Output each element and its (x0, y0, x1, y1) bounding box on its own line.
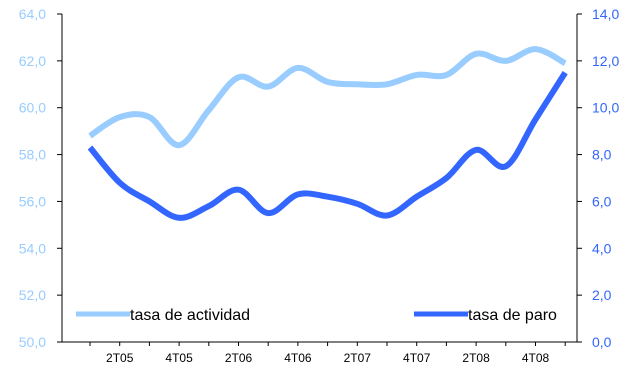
right-tick-label: 6,0 (592, 193, 612, 209)
left-tick-label: 62,0 (19, 53, 46, 69)
x-tick-label: 4T06 (284, 351, 312, 365)
x-tick-label: 4T08 (522, 351, 550, 365)
left-tick-label: 58,0 (19, 147, 46, 163)
legend-label-tasa-de-actividad: tasa de actividad (130, 307, 250, 324)
right-tick-label: 0,0 (592, 334, 612, 350)
x-tick-label: 2T05 (106, 351, 134, 365)
legend-label-tasa-de-paro: tasa de paro (468, 307, 557, 324)
left-tick-label: 64,0 (19, 6, 46, 22)
right-tick-label: 10,0 (592, 100, 619, 116)
right-tick-label: 8,0 (592, 147, 612, 163)
right-tick-label: 2,0 (592, 287, 612, 303)
left-axis-ticks: 50,0 52,0 54,0 56,0 58,0 60,0 62,0 64,0 (19, 6, 62, 350)
left-tick-label: 54,0 (19, 240, 46, 256)
right-axis-ticks: 0,0 2,0 4,0 6,0 8,0 10,0 12,0 14,0 (577, 6, 619, 350)
x-tick-label: 2T08 (462, 351, 490, 365)
series-line-tasa-de-paro (87, 71, 568, 221)
left-tick-label: 52,0 (19, 287, 46, 303)
left-tick-label: 50,0 (19, 334, 46, 350)
right-tick-label: 14,0 (592, 6, 619, 22)
x-tick-label: 4T07 (403, 351, 431, 365)
series-lines (87, 46, 568, 221)
x-tick-label: 2T07 (344, 351, 372, 365)
x-axis-ticks: 2T05 4T05 2T06 4T06 2T07 4T07 2T08 4T08 (89, 342, 566, 365)
right-tick-label: 12,0 (592, 53, 619, 69)
axes (61, 14, 578, 343)
x-tick-label: 4T05 (165, 351, 193, 365)
series-line-tasa-de-actividad (88, 46, 567, 149)
left-tick-label: 60,0 (19, 100, 46, 116)
left-tick-label: 56,0 (19, 193, 46, 209)
legend: tasa de actividad tasa de paro (76, 307, 557, 324)
right-tick-label: 4,0 (592, 240, 612, 256)
x-tick-label: 2T06 (225, 351, 253, 365)
